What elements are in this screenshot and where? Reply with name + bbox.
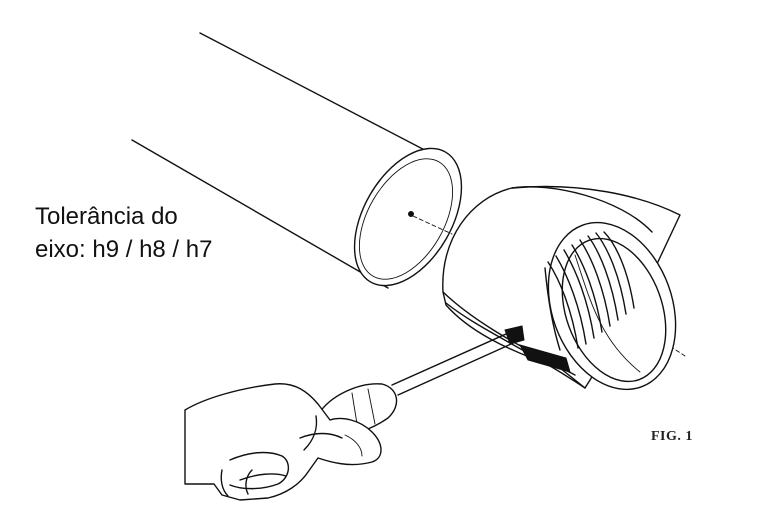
shaft — [131, 32, 463, 289]
tolerance-line-1: Tolerância do — [35, 203, 178, 230]
sleeve — [442, 185, 681, 391]
shaft-center-mark — [408, 211, 414, 217]
sleeve-threads — [544, 231, 635, 351]
shaft-tolerance-annotation: Tolerância do eixo: h9 / h8 / h7 — [35, 200, 212, 266]
figure-label: FIG. 1 — [651, 429, 693, 444]
tolerance-line-2: eixo: h9 / h8 / h7 — [35, 236, 213, 263]
sleeve-slot — [519, 344, 571, 373]
hand — [184, 383, 382, 501]
